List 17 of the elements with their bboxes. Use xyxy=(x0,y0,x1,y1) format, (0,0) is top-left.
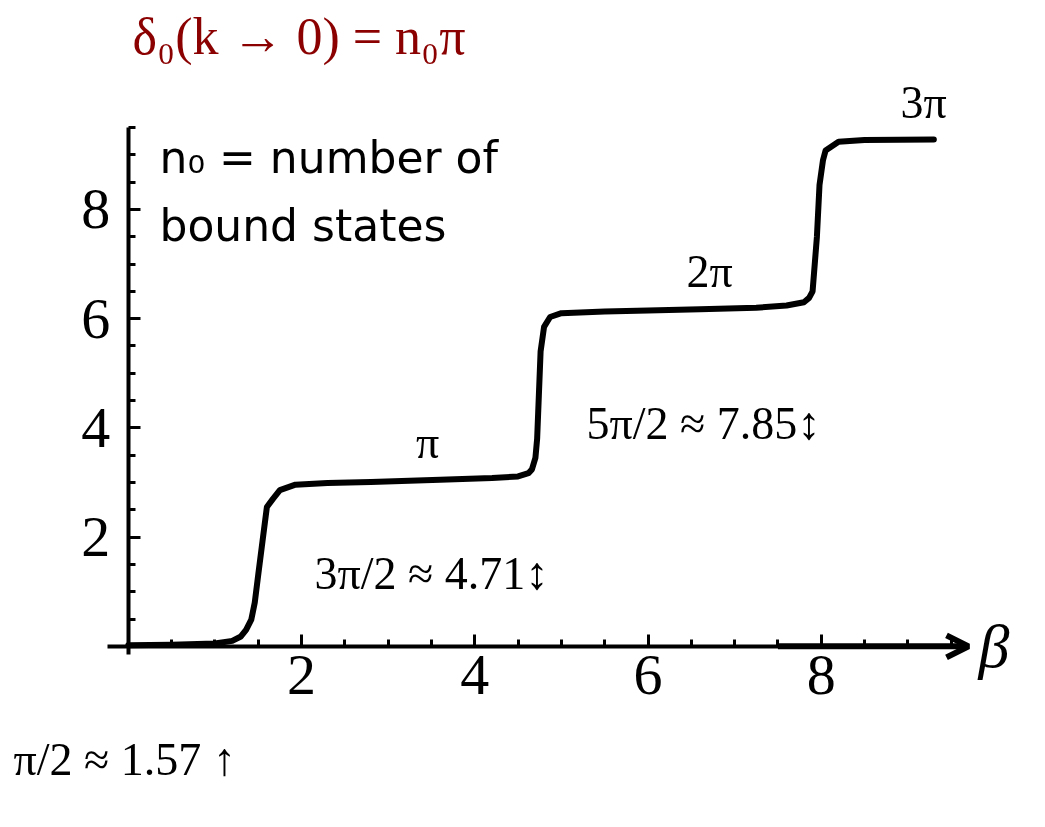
y-tick-label: 8 xyxy=(81,176,111,242)
x-tick-label: 6 xyxy=(633,642,663,708)
annotation: 3π/2 ≈ 4.71↕ xyxy=(314,547,549,599)
annotation: π xyxy=(415,416,440,468)
y-tick-label: 6 xyxy=(81,285,111,351)
x-axis-title: β xyxy=(977,612,1010,681)
y-tick-label: 2 xyxy=(81,504,111,570)
x-tick-label: 4 xyxy=(460,642,490,708)
y-tick-label: 4 xyxy=(81,394,111,460)
x-tick-label: 8 xyxy=(806,642,836,708)
annotation: n₀ = number of bound states xyxy=(159,131,500,252)
x-tick-label: 2 xyxy=(287,642,317,708)
annotation: 2π xyxy=(686,246,733,298)
annotation: 5π/2 ≈ 7.85↕ xyxy=(586,397,821,449)
chart-title: δ₀(k → 0) = n₀π xyxy=(132,7,466,66)
text: π/2 ≈ 1.57 ↑ xyxy=(13,734,236,786)
annotation: 3π xyxy=(900,76,947,128)
